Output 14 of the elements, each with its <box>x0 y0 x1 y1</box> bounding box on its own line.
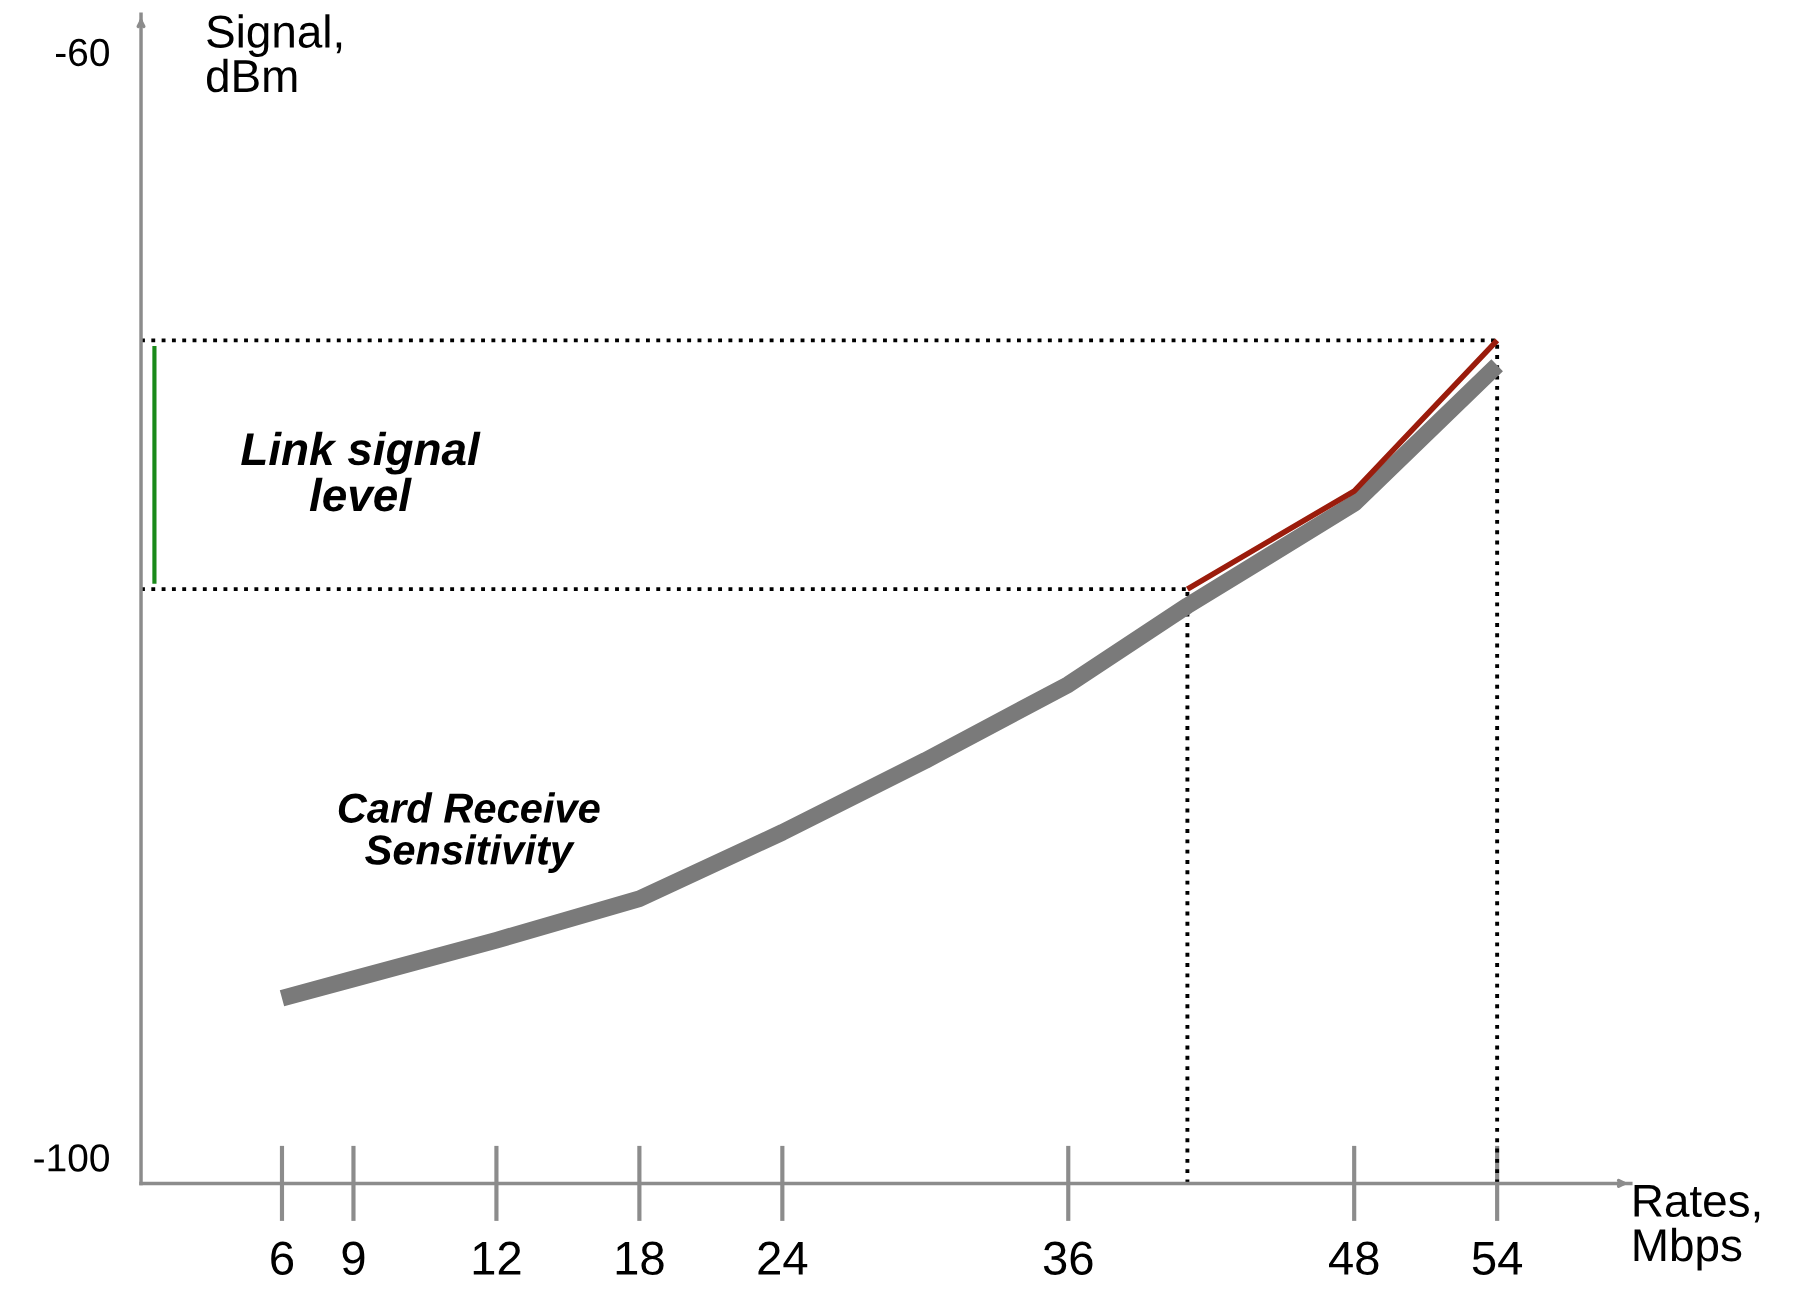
x-tick-label: 18 <box>616 1241 664 1276</box>
x-tick-label: 24 <box>758 1241 808 1275</box>
x-tick-label: 6 <box>271 1241 294 1276</box>
annotation: Card Receive Sensitivity <box>338 792 600 874</box>
x-tick-label: 54 <box>1472 1242 1523 1276</box>
x-tick-label: 12 <box>473 1241 521 1275</box>
y-tick-label: -60 <box>55 38 109 67</box>
x-axis-title: Rates, Mbps <box>1634 1185 1760 1271</box>
x-tick-label: 48 <box>1329 1241 1379 1276</box>
x-tick-label: 36 <box>1043 1241 1093 1276</box>
x-tick-label: 9 <box>342 1241 365 1276</box>
y-tick-label: -100 <box>34 1144 109 1172</box>
y-axis-title: Signal, dBm <box>207 14 342 93</box>
annotation: Link signal level <box>241 431 481 512</box>
